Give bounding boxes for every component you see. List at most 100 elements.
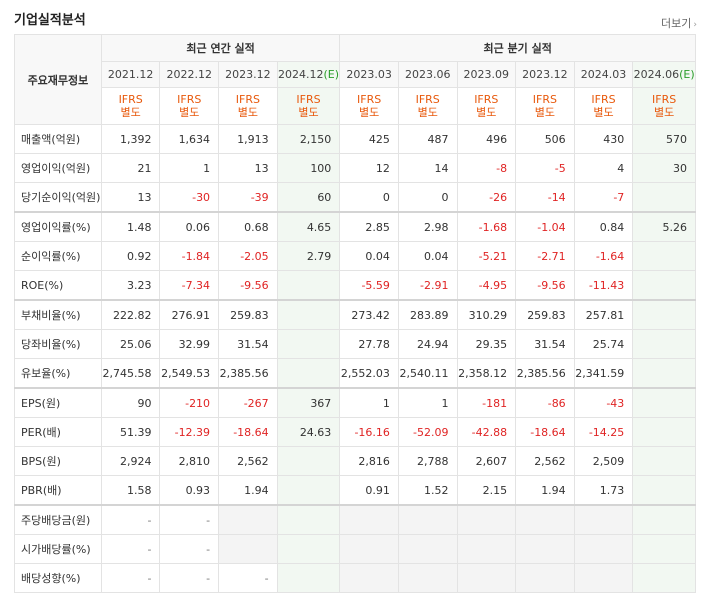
table-cell [339,504,399,535]
table-cell: 13 [218,153,278,183]
table-row: 부채비율(%) 222.82 276.91 259.83 273.42 283.89 310… [14,299,696,330]
ifrs-type-label: 별도 [298,106,319,119]
period-header: 2022.12 [159,61,220,88]
table-cell: 367 [276,387,341,418]
table-cell: 12 [339,153,399,183]
table-cell [397,534,458,564]
table-cell: 2,385.56 [218,358,278,389]
table-cell: -43 [573,387,634,418]
table-cell: - [100,504,161,535]
table-cell: -2.05 [218,241,278,271]
table-cell: 2,552.03 [339,358,399,389]
table-cell [276,504,341,535]
table-cell [632,563,696,593]
period-header: 2023.12 [218,61,278,88]
table-cell [456,563,517,593]
group-annual-header: 최근 연간 실적 [100,34,341,62]
table-cell: 32.99 [159,329,220,359]
ifrs-label: IFRS [474,93,499,106]
more-link[interactable]: 더보기 › [661,15,697,31]
ifrs-type-label: 별도 [237,106,258,119]
period-label: 2024.12 [277,68,324,81]
table-row: BPS(원) 2,924 2,810 2,562 2,816 2,788 2,607 2,56… [14,446,696,476]
table-cell: 0 [397,182,458,213]
row-label: PBR(배) [14,475,102,506]
section-title: 기업실적분석 [14,13,86,28]
table-cell: 2,607 [456,446,517,476]
table-cell: -5 [515,153,575,183]
ifrs-header: IFRS 별도 [339,87,399,125]
table-cell: 2.98 [397,211,458,242]
table-cell: 496 [456,124,517,154]
period-label: 2023.06 [404,68,451,81]
ifrs-type-label: 별도 [179,106,200,119]
table-cell: 276.91 [159,299,220,330]
table-cell: 30 [632,153,696,183]
table-cell: 1,913 [218,124,278,154]
table-cell: 0 [339,182,399,213]
table-cell: 14 [397,153,458,183]
table-cell [515,563,575,593]
period-label: 2024.06 [633,68,680,81]
table-cell: 2,745.58 [100,358,161,389]
ifrs-type-label: 별도 [534,106,556,119]
period-label: 2024.03 [580,68,627,81]
table-cell: 21 [100,153,161,183]
table-cell [276,446,341,476]
ifrs-type-label: 별도 [417,106,438,119]
ifrs-header: IFRS 별도 [573,87,634,125]
table-cell: 1.48 [100,211,161,242]
table-cell: 1.52 [397,475,458,506]
row-label: 시가배당률(%) [14,534,102,564]
table-cell: 2,385.56 [515,358,575,389]
table-cell: -16.16 [339,417,399,447]
row-label: BPS(원) [14,446,102,476]
table-cell: 2.79 [276,241,341,271]
period-header: 2024.12(E) [276,61,341,88]
table-cell [456,534,517,564]
table-cell: 222.82 [100,299,161,330]
table-cell: -12.39 [159,417,220,447]
ifrs-header: IFRS 별도 [515,87,575,125]
table-cell [339,534,399,564]
row-label: 부채비율(%) [14,299,102,330]
ifrs-header: IFRS 별도 [456,87,517,125]
table-row: 당좌비율(%) 25.06 32.99 31.54 27.78 24.94 29.35 31.… [14,329,696,359]
more-label: 더보기 [661,17,692,30]
row-label: 당좌비율(%) [14,329,102,359]
table-row: PER(배) 51.39 -12.39 -18.64 24.63 -16.16 -52.09… [14,417,696,447]
table-cell: 1.94 [218,475,278,506]
table-cell: 259.83 [218,299,278,330]
ifrs-type-label: 별도 [476,106,497,119]
table-cell: 2,810 [159,446,220,476]
table-cell: -39 [218,182,278,213]
table-cell: 259.83 [515,299,575,330]
table-cell [456,504,517,535]
table-cell: 51.39 [100,417,161,447]
table-cell [276,534,341,564]
row-label: 영업이익(억원) [14,153,102,183]
table-cell [276,329,341,359]
table-cell: -5.21 [456,241,517,271]
table-cell: 29.35 [456,329,517,359]
table-cell: -1.04 [515,211,575,242]
table-cell: 90 [100,387,161,418]
table-cell: 25.06 [100,329,161,359]
table-cell: 487 [397,124,458,154]
table-cell: -11.43 [573,270,634,301]
table-cell: -181 [456,387,517,418]
corner-header: 주요재무정보 [14,34,102,125]
table-cell [573,504,634,535]
table-cell: 27.78 [339,329,399,359]
table-row: 영업이익(억원) 21 1 13 100 12 14 -8 -5 4 30 [14,153,696,183]
table-cell [218,534,278,564]
table-cell: -26 [456,182,517,213]
table-cell: 0.04 [397,241,458,271]
table-cell [276,563,341,593]
period-header: 2023.12 [515,61,575,88]
table-cell: - [159,504,220,535]
ifrs-label: IFRS [532,93,557,106]
table-cell: 4.65 [276,211,341,242]
table-cell: 425 [339,124,399,154]
table-cell: -18.64 [218,417,278,447]
